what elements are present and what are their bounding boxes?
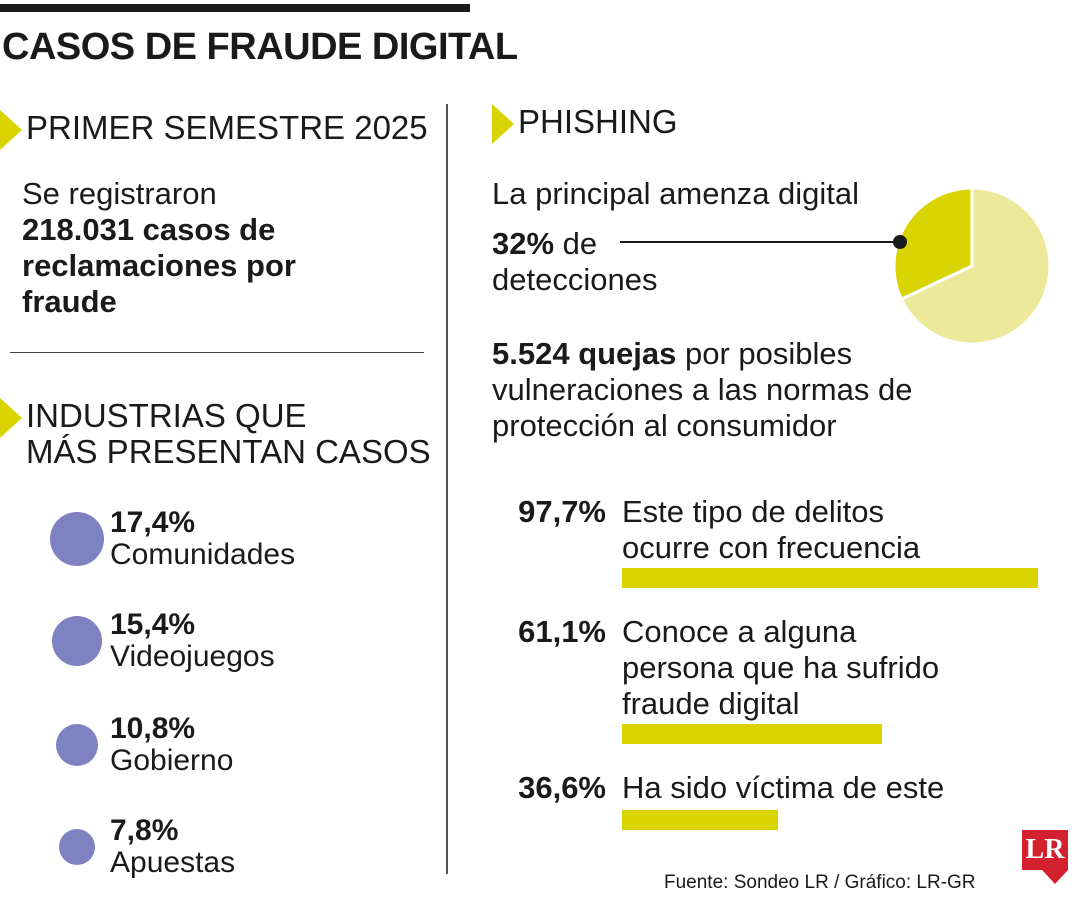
industry-label: Comunidades — [110, 538, 296, 571]
main-title: CASOS DE FRAUDE DIGITAL — [2, 26, 518, 68]
pie-slice — [892, 186, 974, 302]
column-divider — [446, 104, 448, 874]
industry-pct: 15,4% — [110, 608, 196, 641]
triangle-marker-icon — [0, 398, 22, 438]
industry-item: 7,8% Apuestas — [50, 814, 430, 894]
stat-label-line: Este tipo de delitos — [622, 494, 884, 529]
leader-line — [620, 241, 900, 243]
industry-bubble — [50, 512, 104, 566]
phishing-subtitle: La principal amenza digital — [492, 176, 860, 211]
detection-line: 32% de — [492, 226, 597, 262]
industries-heading: INDUSTRIAS QUE MÁS PRESENTAN CASOS — [0, 398, 431, 470]
lr-logo-tail — [1042, 870, 1068, 884]
industry-pct: 17,4% — [110, 506, 196, 539]
semester-highlight-line: fraude — [22, 284, 117, 319]
quejas-rest: por posibles vulneraciones a las normas … — [492, 336, 913, 443]
phishing-pie-chart — [892, 186, 1052, 346]
triangle-marker-icon — [492, 104, 514, 144]
stat-label-line: ocurre con frecuencia — [622, 530, 921, 565]
stat-pct: 61,1% — [518, 614, 606, 649]
lr-logo: LR — [1022, 830, 1068, 870]
stat-label-line: Conoce a alguna — [622, 614, 857, 649]
quejas-text: 5.524 quejas por posibles vulneraciones … — [492, 336, 1052, 444]
leader-dot — [893, 235, 907, 249]
industry-item: 17,4% Comunidades — [50, 506, 430, 586]
stat-label-line: fraude digital — [622, 686, 800, 721]
industry-pct: 10,8% — [110, 712, 196, 745]
stat-pct: 36,6% — [518, 770, 606, 805]
industries-heading-line: MÁS PRESENTAN CASOS — [26, 433, 431, 470]
section-separator — [10, 352, 424, 353]
phishing-heading-text: PHISHING — [518, 103, 678, 140]
industry-bubble — [51, 615, 103, 667]
stat-bar — [622, 568, 1039, 588]
stat-label-line: Ha sido víctima de este — [622, 770, 945, 805]
stat-label: Este tipo de delitos ocurre con frecuenc… — [622, 494, 1062, 566]
industries-heading-line: INDUSTRIAS QUE — [26, 397, 307, 434]
source-note: Fuente: Sondeo LR / Gráfico: LR-GR — [664, 872, 976, 893]
industry-bubble — [55, 723, 99, 767]
stat-label: Ha sido víctima de este — [622, 770, 1062, 806]
semester-highlight-line: 218.031 casos de — [22, 212, 276, 247]
industry-item: 10,8% Gobierno — [50, 712, 430, 792]
semester-heading-text: PRIMER SEMESTRE 2025 — [26, 109, 428, 146]
pie-slice — [899, 186, 1052, 346]
stat-pct: 97,7% — [518, 494, 606, 529]
industry-label: Videojuegos — [110, 640, 275, 673]
top-rule — [0, 4, 470, 12]
semester-heading: PRIMER SEMESTRE 2025 — [0, 110, 428, 150]
industry-bubble — [58, 828, 96, 866]
detection-pct: 32% — [492, 226, 555, 261]
quejas-bold: 5.524 quejas — [492, 336, 677, 371]
industry-item: 15,4% Videojuegos — [50, 608, 430, 688]
stat-bar — [622, 810, 778, 830]
industry-label: Gobierno — [110, 744, 234, 777]
industries-heading-text: INDUSTRIAS QUE MÁS PRESENTAN CASOS — [26, 398, 431, 470]
stat-label-line: persona que ha sufrido — [622, 650, 940, 685]
semester-text: Se registraron 218.031 casos de reclamac… — [22, 176, 296, 320]
detection-label: detecciones — [492, 262, 658, 297]
semester-intro: Se registraron — [22, 176, 217, 211]
triangle-marker-icon — [0, 110, 22, 150]
stat-bar — [622, 724, 883, 744]
stat-label: Conoce a alguna persona que ha sufrido f… — [622, 614, 1062, 722]
industry-pct: 7,8% — [110, 814, 179, 847]
industry-label: Apuestas — [110, 846, 236, 879]
detection-de: de — [554, 226, 598, 261]
semester-highlight-line: reclamaciones por — [22, 248, 296, 283]
phishing-heading: PHISHING — [492, 104, 678, 144]
